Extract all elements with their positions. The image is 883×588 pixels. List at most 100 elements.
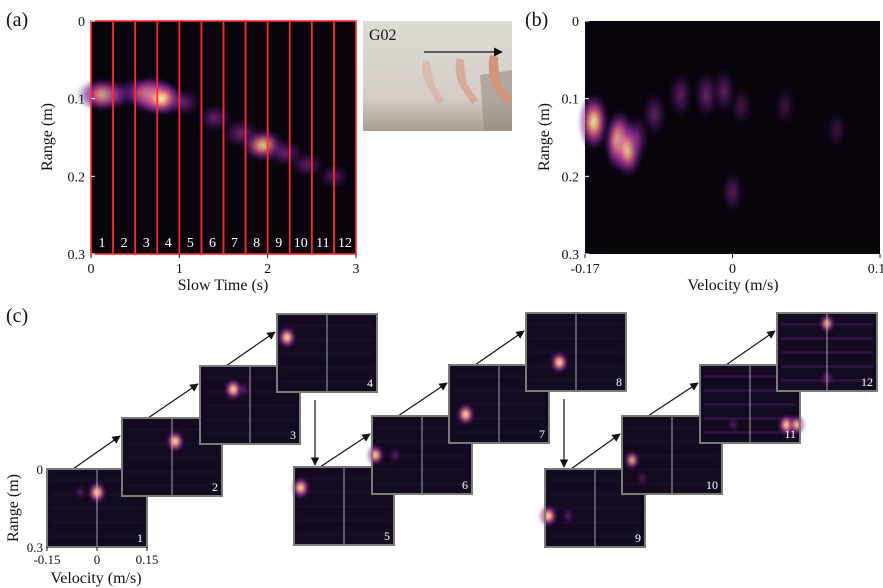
chart-c-y-axis-label: Range (m): [5, 474, 22, 542]
heat-blob: [720, 168, 745, 215]
chart-c-x-axis-label: Velocity (m/s): [50, 570, 141, 587]
frame-border: [121, 417, 223, 497]
heat-blob: [366, 444, 384, 466]
segment-label: 8: [253, 236, 260, 251]
doppler-frame: 4: [276, 313, 378, 393]
panel-label-a: (a): [6, 9, 28, 31]
y-tick-label: 0: [37, 462, 44, 477]
heat-blob: [624, 450, 640, 470]
doppler-frame: 9: [539, 468, 646, 548]
x-tick-label: 0: [88, 262, 95, 277]
frame-border: [276, 313, 378, 393]
sequence-arrow: [72, 435, 121, 470]
heat-blob: [578, 92, 609, 152]
frame-label: 2: [212, 480, 218, 494]
panel-label-c: (c): [6, 305, 28, 327]
segment-label: 1: [99, 236, 106, 251]
x-tick-label: 0: [729, 262, 736, 277]
y-tick-label: 0.1: [68, 93, 86, 108]
sequence-arrow: [647, 382, 699, 417]
frame-border: [293, 466, 395, 546]
heat-blob: [291, 476, 310, 499]
heat-blob: [550, 351, 569, 374]
y-tick-label: 0: [78, 15, 85, 30]
heat-blob: [166, 430, 185, 453]
heat-blob: [562, 507, 575, 524]
doppler-frame: 7: [448, 364, 550, 444]
chart-a-y-axis-label: Range (m): [39, 103, 56, 171]
heat-blob: [667, 70, 694, 120]
frame-label: 4: [367, 376, 373, 390]
heat-blob: [74, 484, 87, 501]
frame-label: 3: [290, 428, 296, 442]
chart-b-heat-layer: [578, 66, 848, 215]
segment-label: 4: [165, 236, 172, 251]
frame-border: [699, 364, 801, 444]
heat-blob: [164, 87, 203, 118]
chart-a-segments: 1 2 3 4 5 6 7 8 9 10 11 12: [90, 20, 357, 255]
frame-border: [621, 415, 723, 495]
chart-a-x-ticks: 0 1 2 3: [88, 254, 360, 277]
x-tick-label: 3: [353, 262, 360, 277]
heat-blob: [389, 447, 402, 463]
segment-label: 9: [275, 236, 282, 251]
sequence-arrow: [147, 383, 199, 419]
sequence-arrow: [725, 330, 776, 366]
frame-label: 1: [137, 531, 143, 545]
heat-blob: [729, 85, 753, 128]
hand-icon: [455, 58, 478, 104]
segment-label: 7: [231, 236, 238, 251]
heat-blob: [224, 378, 243, 401]
y-tick-label: 0: [572, 15, 579, 30]
frame-label: 8: [616, 375, 622, 389]
y-tick-label: 0.2: [68, 170, 86, 185]
chart-a-heat-layer: [74, 75, 352, 190]
frame-border: [448, 364, 550, 444]
segment-label: 2: [121, 236, 128, 251]
x-tick-label: 0.17: [868, 262, 883, 277]
heat-blob: [278, 326, 296, 349]
segment-label: 6: [209, 236, 216, 251]
heat-blob: [288, 150, 326, 180]
frame-label: 9: [635, 531, 641, 545]
frame-label: 6: [462, 478, 468, 492]
y-tick-label: 0.3: [68, 248, 86, 263]
photo-gesture-label: G02: [369, 27, 397, 44]
x-tick-label: 0.15: [136, 552, 159, 567]
chart-c-axes: -0.15 0 0.15 0 0.3: [27, 462, 159, 567]
frame-border: [199, 365, 301, 445]
sequence-arrow: [474, 330, 525, 366]
segment-label: 12: [338, 236, 352, 251]
x-tick-label: 2: [264, 262, 271, 277]
gesture-photo: G02: [363, 21, 512, 131]
x-tick-label: -0.17: [570, 262, 599, 277]
x-tick-label: 0: [94, 552, 101, 567]
chart-b-x-axis-label: Velocity (m/s): [687, 277, 778, 294]
hand-icon: [488, 55, 512, 106]
segment-label: 3: [143, 236, 150, 251]
chart-b: 0 0.1 0.2 0.3 -0.17 0 0.17 Velocity (m/s) Ran…: [536, 15, 883, 294]
segment-label: 10: [294, 236, 308, 251]
chart-b-y-axis-label: Range (m): [536, 103, 553, 171]
heat-blob: [539, 504, 558, 527]
sequence-arrow: [319, 433, 371, 468]
hand-shadow-icon: [480, 70, 512, 131]
heat-blob: [456, 403, 475, 426]
frame-border: [776, 312, 878, 392]
frame-label: 12: [861, 375, 873, 389]
frame-border: [371, 415, 473, 495]
frame-border: [544, 468, 646, 548]
segment-box: [333, 20, 357, 255]
x-tick-label: 1: [176, 262, 183, 277]
y-tick-label: 0.2: [562, 170, 580, 185]
x-tick-label: -0.15: [33, 552, 60, 567]
segment-label: 5: [187, 236, 194, 251]
chart-b-x-ticks: -0.17 0 0.17: [570, 254, 883, 277]
frame-label: 11: [784, 427, 796, 441]
sequence-arrow: [570, 433, 621, 470]
heat-blob: [641, 89, 668, 139]
